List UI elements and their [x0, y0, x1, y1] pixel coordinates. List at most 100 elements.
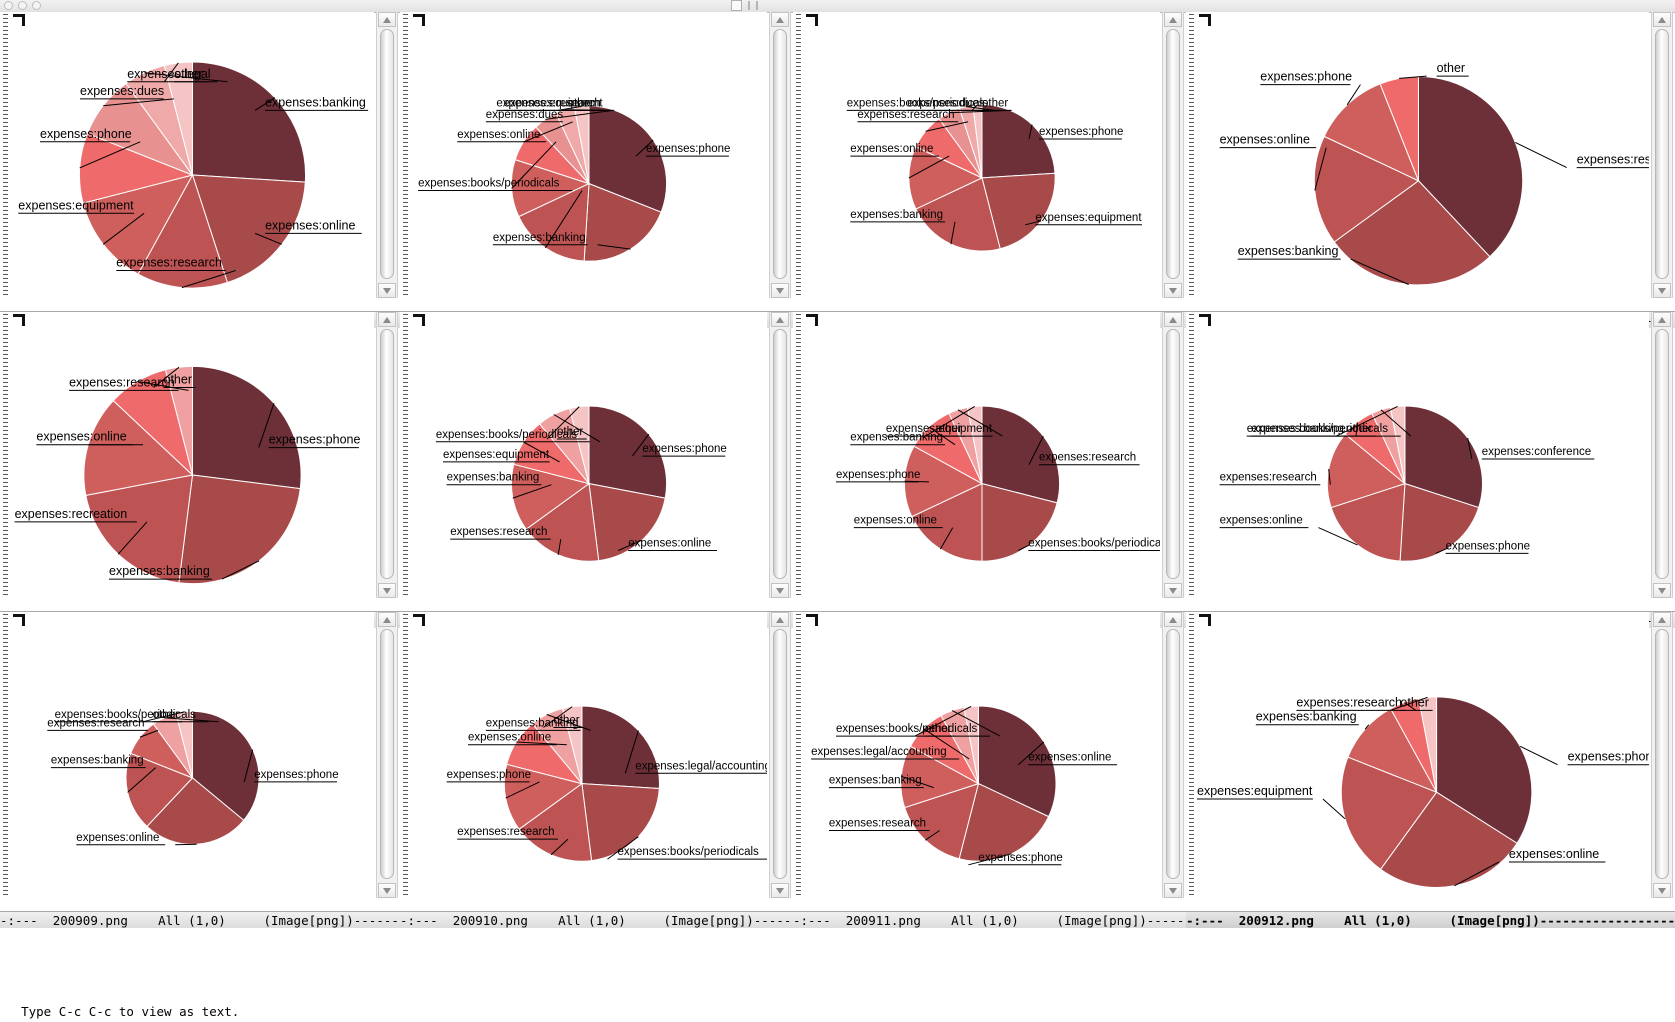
save-icon[interactable]: [731, 0, 742, 11]
scroll-up-arrow-icon[interactable]: [378, 12, 396, 27]
window-dot-3-icon[interactable]: [32, 1, 41, 10]
modeline-major-mode[interactable]: (Image[png]): [263, 912, 353, 928]
svg-text:expenses:phone: expenses:phone: [269, 433, 361, 447]
vertical-scrollbar[interactable]: [1162, 612, 1184, 898]
scroll-down-arrow-icon[interactable]: [1653, 283, 1671, 298]
vertical-scrollbar[interactable]: [769, 612, 791, 898]
scrollbar-thumb[interactable]: [1166, 629, 1180, 879]
modeline-200910[interactable]: -:--- 200910.png All (1,0) (Image[png])-…: [400, 911, 793, 928]
scroll-up-arrow-icon[interactable]: [1164, 612, 1182, 627]
window-dot-1-icon[interactable]: [4, 1, 13, 10]
scrollbar-thumb[interactable]: [1655, 629, 1669, 879]
vertical-scrollbar[interactable]: [1651, 612, 1673, 898]
modeline-major-mode[interactable]: (Image[png]): [663, 912, 753, 928]
vertical-scrollbar[interactable]: [376, 12, 398, 298]
scroll-down-arrow-icon[interactable]: [378, 583, 396, 598]
vertical-scrollbar[interactable]: [1651, 12, 1673, 298]
scroll-down-arrow-icon[interactable]: [1164, 283, 1182, 298]
modeline-200911[interactable]: -:--- 200911.png All (1,0) (Image[png])-…: [793, 911, 1186, 928]
scroll-up-arrow-icon[interactable]: [1653, 12, 1671, 27]
scroll-up-arrow-icon[interactable]: [771, 612, 789, 627]
scroll-down-arrow-icon[interactable]: [771, 883, 789, 898]
vertical-scrollbar[interactable]: [769, 312, 791, 598]
modeline-200909[interactable]: -:--- 200909.png All (1,0) (Image[png])-…: [0, 911, 400, 928]
modeline-major-mode[interactable]: (Image[png]): [1449, 912, 1539, 928]
modeline-200912[interactable]: -:--- 200912.png All (1,0) (Image[png])-…: [1186, 911, 1675, 928]
scroll-up-arrow-icon[interactable]: [1164, 312, 1182, 327]
scroll-up-arrow-icon[interactable]: [1653, 612, 1671, 627]
modeline-buffer-name[interactable]: 200912.png: [1239, 912, 1314, 928]
scroll-up-arrow-icon[interactable]: [1653, 312, 1671, 327]
vertical-scrollbar[interactable]: [1162, 312, 1184, 598]
vertical-scrollbar[interactable]: [1162, 12, 1184, 298]
scroll-down-arrow-icon[interactable]: [1653, 583, 1671, 598]
scrollbar-thumb[interactable]: [773, 29, 787, 279]
scrollbar-thumb[interactable]: [380, 29, 394, 279]
vertical-scrollbar[interactable]: [769, 12, 791, 298]
scroll-up-arrow-icon[interactable]: [378, 312, 396, 327]
modeline-buffer-name[interactable]: 200911.png: [846, 912, 921, 928]
scrollbar-thumb[interactable]: [1655, 29, 1669, 279]
image-buffer-canvas[interactable]: expenses:researchexpenses:bankingexpense…: [1197, 12, 1649, 298]
scroll-down-arrow-icon[interactable]: [378, 283, 396, 298]
scroll-down-arrow-icon[interactable]: [771, 583, 789, 598]
scrollbar-thumb[interactable]: [773, 629, 787, 879]
modeline-buffer-name[interactable]: 200910.png: [453, 912, 528, 928]
toolbar-window-buttons[interactable]: [4, 1, 41, 10]
modeline-buffer-name[interactable]: 200909.png: [53, 912, 128, 928]
scroll-down-arrow-icon[interactable]: [771, 283, 789, 298]
scrollbar-thumb[interactable]: [1655, 329, 1669, 579]
vertical-scrollbar[interactable]: [1651, 312, 1673, 598]
scroll-down-arrow-icon[interactable]: [1164, 883, 1182, 898]
scroll-down-arrow-icon[interactable]: [1164, 583, 1182, 598]
emacs-window-200912[interactable]: expenses:phoneexpenses:onlineexpenses:eq…: [1186, 612, 1675, 928]
scroll-up-arrow-icon[interactable]: [1164, 12, 1182, 27]
vertical-scrollbar[interactable]: [376, 612, 398, 898]
modeline-major-mode[interactable]: (Image[png]): [1056, 912, 1146, 928]
scrollbar-thumb[interactable]: [380, 329, 394, 579]
window-dot-2-icon[interactable]: [18, 1, 27, 10]
scrollbar-thumb[interactable]: [773, 329, 787, 579]
minibuffer[interactable]: Type C-c C-c to view as text.: [0, 982, 1675, 1004]
emacs-window-200904[interactable]: expenses:researchexpenses:bankingexpense…: [1186, 12, 1675, 328]
scrollbar-thumb[interactable]: [380, 629, 394, 879]
svg-text:expenses:online: expenses:online: [265, 218, 355, 232]
cursor-icon[interactable]: [756, 1, 758, 10]
scroll-up-arrow-icon[interactable]: [771, 312, 789, 327]
scrollbar-thumb[interactable]: [1166, 29, 1180, 279]
scroll-up-arrow-icon[interactable]: [378, 612, 396, 627]
scroll-down-arrow-icon[interactable]: [378, 883, 396, 898]
vertical-scrollbar[interactable]: [376, 312, 398, 598]
toolbar-actions[interactable]: [731, 0, 758, 11]
image-buffer-canvas[interactable]: expenses:phoneexpenses:onlineexpenses:eq…: [1197, 612, 1649, 898]
scrollbar-thumb[interactable]: [1166, 329, 1180, 579]
scroll-down-arrow-icon[interactable]: [1653, 883, 1671, 898]
scroll-up-arrow-icon[interactable]: [771, 12, 789, 27]
pie-chart-image: expenses:phoneexpenses:onlineexpenses:eq…: [1197, 612, 1649, 898]
modeline-position[interactable]: All (1,0): [158, 912, 226, 928]
modeline-position[interactable]: All (1,0): [951, 912, 1019, 928]
modeline-position[interactable]: All (1,0): [1344, 912, 1412, 928]
modeline-position[interactable]: All (1,0): [558, 912, 626, 928]
